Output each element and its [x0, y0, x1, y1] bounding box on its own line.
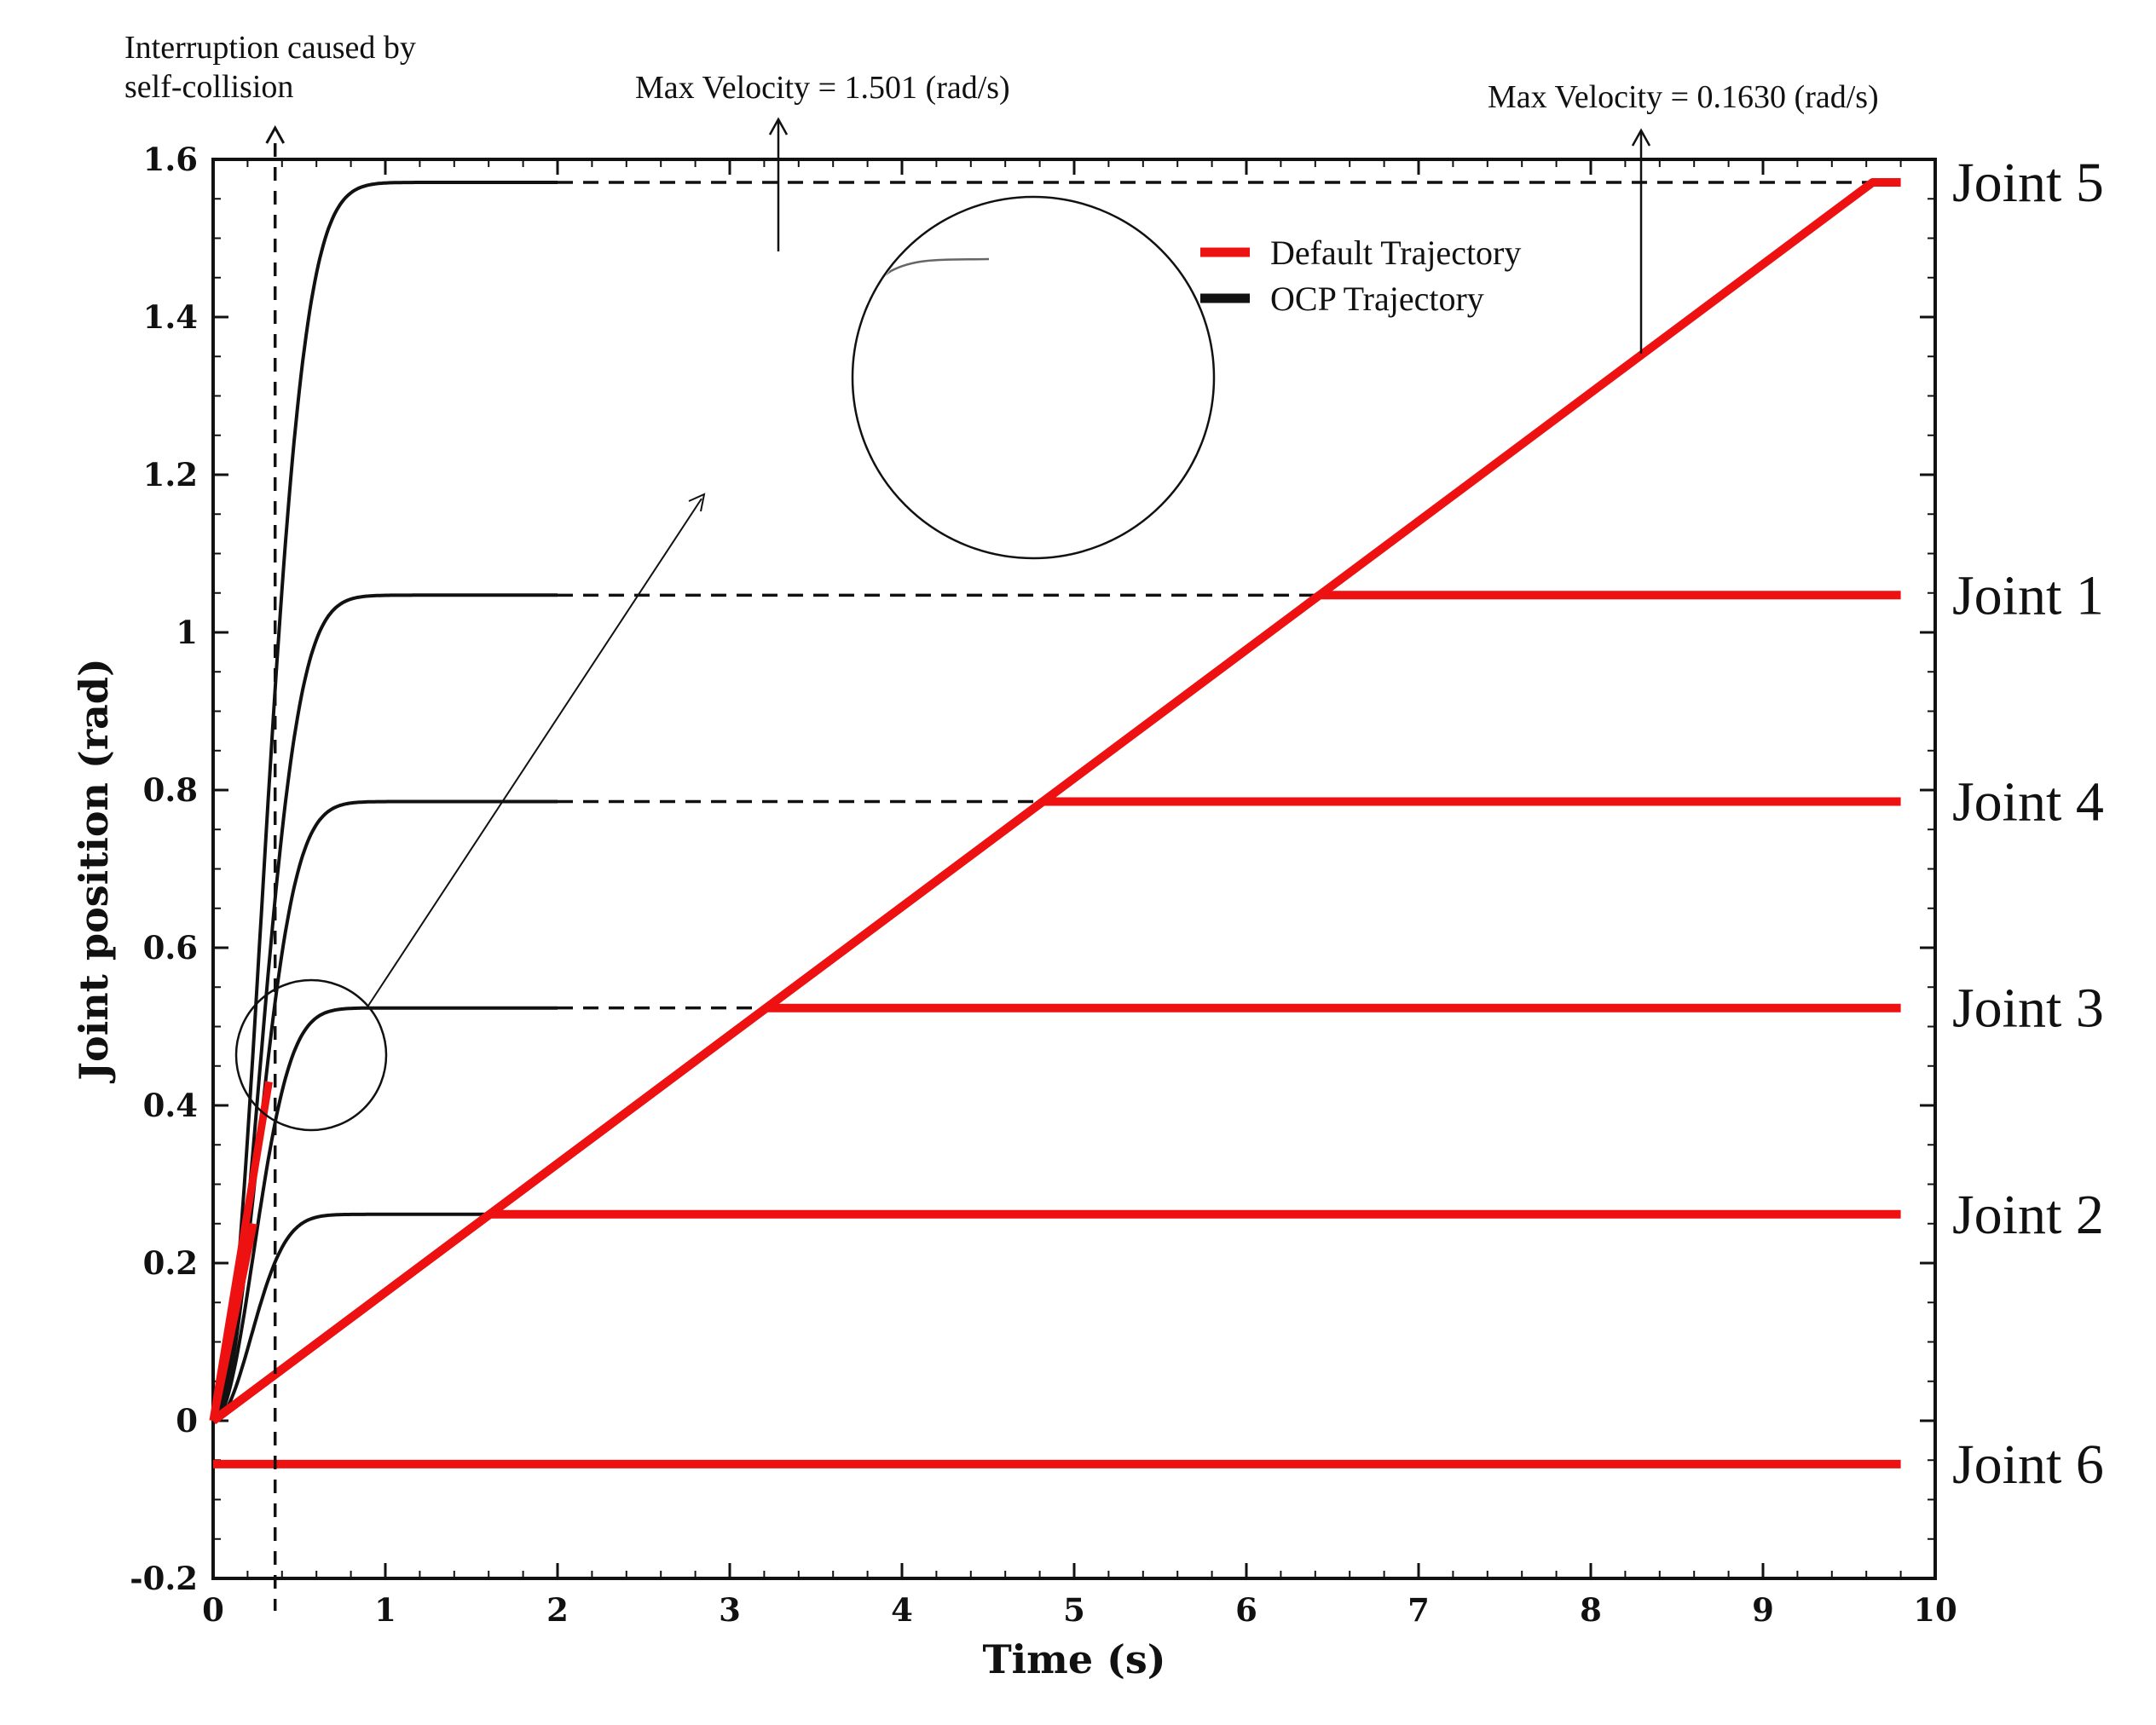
x-tick-label: 8 [1580, 1591, 1602, 1629]
y-tick-label: 0.2 [143, 1244, 198, 1282]
y-tick-label: 1.4 [143, 298, 198, 336]
zoom-connector-arrowhead [688, 493, 706, 512]
legend-label-ocp: OCP Trajectory [1270, 280, 1484, 318]
max-velocity-ocp-label: Max Velocity = 1.501 (rad/s) [635, 70, 1010, 106]
x-tick-label: 9 [1752, 1591, 1774, 1629]
legend: Default Trajectory OCP Trajectory [1200, 234, 1521, 318]
x-tick-label: 3 [719, 1591, 741, 1629]
y-tick-label: -0.2 [130, 1560, 198, 1597]
joint-label: Joint 2 [1952, 1184, 2104, 1246]
interruption-annotation-line: Interruption caused by [124, 30, 416, 66]
inset-red-line [740, 356, 764, 533]
ocp-curve-joint-3 [212, 1006, 558, 1422]
default-fast-segment-2 [209, 1222, 257, 1422]
interruption-annotation-line: self-collision [124, 69, 293, 105]
default-line-joint-4 [211, 797, 1901, 1425]
x-tick-label: 6 [1235, 1591, 1257, 1629]
y-tick-label: 0 [176, 1402, 198, 1439]
max-velocity-ocp-arrowhead [768, 117, 789, 136]
inset-interruption-point [759, 351, 769, 361]
ocp-curve-joint-2 [212, 1212, 558, 1422]
x-tick-label: 0 [202, 1591, 224, 1629]
y-tick-label: 0.6 [143, 929, 198, 966]
zoom-inset [234, 192, 1216, 1132]
y-tick-label: 0.8 [143, 771, 198, 809]
x-tick-label: 2 [546, 1591, 569, 1629]
joint-label: Joint 4 [1952, 771, 2104, 834]
ocp-curve-joint-4 [212, 799, 558, 1422]
y-tick-label: 1 [176, 614, 198, 651]
zoom-inset-circle [851, 195, 1216, 560]
x-tick-label: 4 [891, 1591, 913, 1629]
interruption-annotation: Interruption caused by self-collision [124, 30, 416, 105]
inset-red-dashed [764, 205, 783, 356]
legend-label-default: Default Trajectory [1270, 234, 1521, 272]
inset-ocp-line-2 [786, 192, 837, 558]
interruption-arrowhead [265, 124, 286, 144]
y-tick-label: 0.4 [143, 1087, 198, 1124]
x-tick-label: 7 [1407, 1591, 1430, 1629]
ocp-curve-joint-1 [212, 593, 558, 1422]
zoom-connector [367, 498, 702, 1007]
default-line-joint-2 [211, 1209, 1901, 1425]
x-tick-label: 10 [1913, 1591, 1957, 1629]
zoom-source-circle [234, 978, 388, 1132]
joint-label: Joint 6 [1952, 1434, 2104, 1496]
joint-label: Joint 5 [1952, 152, 2104, 214]
joint-label: Joint 1 [1952, 564, 2104, 626]
ocp-curve-joint-5 [212, 181, 558, 1422]
inset-ocp-line-1 [767, 192, 818, 545]
joint-label: Joint 3 [1952, 978, 2104, 1040]
y-tick-label: 1.2 [143, 456, 198, 493]
x-tick-label: 5 [1063, 1591, 1085, 1629]
x-axis-title: Time (s) [982, 1636, 1165, 1682]
max-velocity-default-arrowhead [1631, 128, 1651, 147]
y-axis-title: Joint position (rad) [71, 658, 117, 1083]
max-velocity-default-label: Max Velocity = 0.1630 (rad/s) [1488, 79, 1879, 115]
y-tick-label: 1.6 [143, 141, 198, 178]
x-tick-label: 1 [374, 1591, 396, 1629]
